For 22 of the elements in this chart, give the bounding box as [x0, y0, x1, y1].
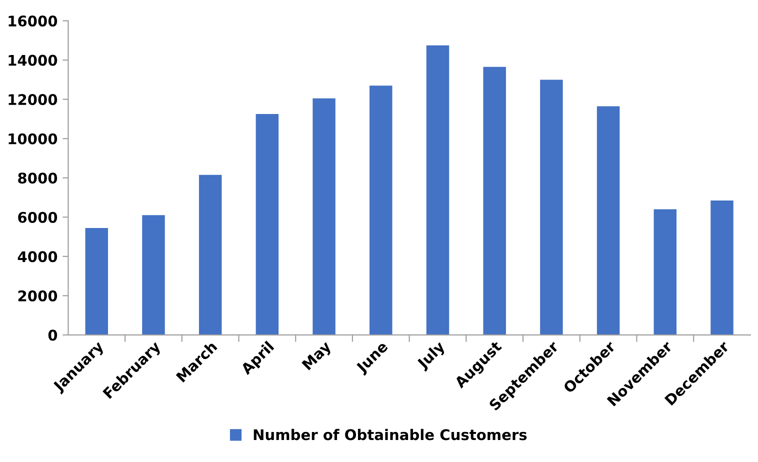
bar — [85, 228, 108, 335]
bar — [710, 200, 734, 335]
bar — [256, 114, 279, 335]
y-tick-label: 0 — [48, 330, 58, 341]
y-tick-label: 6000 — [18, 212, 58, 223]
y-tick-label: 8000 — [18, 172, 58, 184]
legend-label: Number of Obtainable Customers — [254, 428, 527, 440]
y-tick-label: 16000 — [8, 16, 58, 27]
bar — [540, 80, 563, 335]
bar — [483, 66, 506, 335]
bar — [142, 215, 165, 335]
bar — [370, 86, 392, 335]
y-tick-label: 2000 — [18, 290, 58, 302]
y-tick-label: 14000 — [8, 54, 58, 66]
bar — [312, 98, 336, 335]
bar — [654, 209, 677, 335]
y-tick-label: 10000 — [8, 133, 58, 144]
y-tick-label: 4000 — [18, 251, 58, 262]
bar — [426, 45, 450, 335]
bar — [198, 174, 222, 335]
bar — [596, 106, 620, 335]
y-tick-label: 12000 — [8, 94, 58, 106]
